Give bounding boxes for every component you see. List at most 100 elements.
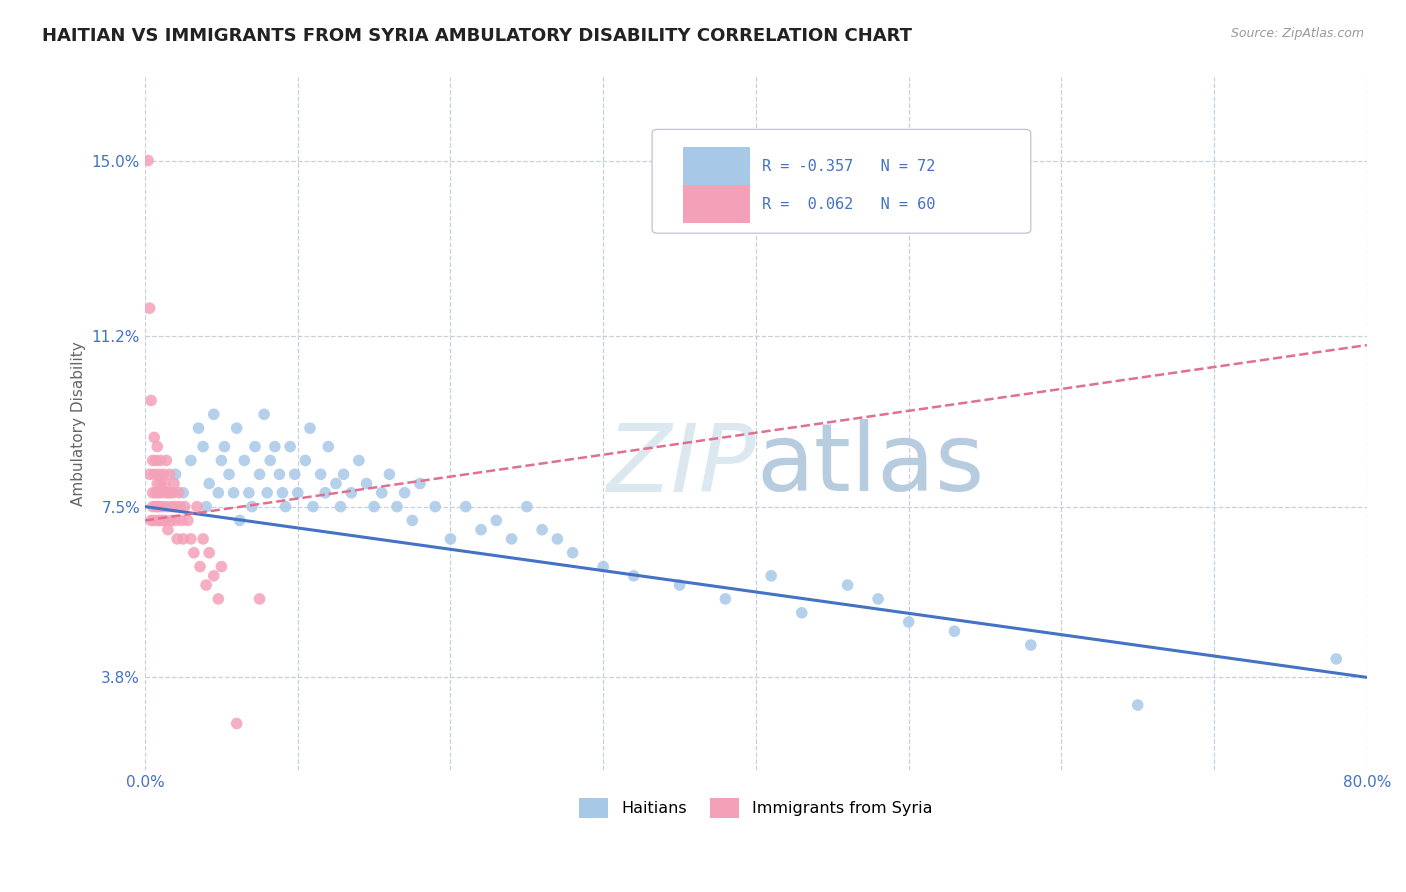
- Point: [233, 453, 256, 467]
- Point: [238, 485, 260, 500]
- Point: [191, 532, 214, 546]
- Point: [170, 513, 193, 527]
- Point: [485, 513, 508, 527]
- Point: [159, 485, 181, 500]
- Point: [256, 485, 278, 500]
- FancyBboxPatch shape: [652, 129, 1031, 233]
- Point: [160, 513, 183, 527]
- Point: [454, 500, 477, 514]
- Point: [287, 485, 309, 500]
- Point: [314, 485, 336, 500]
- Point: [142, 453, 165, 467]
- Point: [790, 606, 813, 620]
- Point: [1324, 652, 1347, 666]
- Point: [218, 467, 240, 482]
- Point: [356, 476, 378, 491]
- Point: [561, 546, 583, 560]
- Bar: [683, 185, 749, 223]
- Point: [531, 523, 554, 537]
- Point: [162, 500, 184, 514]
- Point: [138, 301, 160, 315]
- Point: [166, 532, 188, 546]
- Point: [167, 485, 190, 500]
- Point: [897, 615, 920, 629]
- Point: [177, 513, 200, 527]
- Text: R = -0.357   N = 72: R = -0.357 N = 72: [762, 159, 935, 174]
- Point: [761, 569, 783, 583]
- Legend: Haitians, Immigrants from Syria: Haitians, Immigrants from Syria: [574, 792, 939, 824]
- Point: [668, 578, 690, 592]
- Point: [240, 500, 263, 514]
- Point: [249, 467, 271, 482]
- Point: [1126, 698, 1149, 712]
- Point: [263, 440, 285, 454]
- Point: [332, 467, 354, 482]
- Point: [156, 500, 179, 514]
- Point: [136, 153, 159, 168]
- Point: [150, 513, 173, 527]
- Point: [269, 467, 291, 482]
- Point: [186, 500, 208, 514]
- Point: [191, 440, 214, 454]
- Text: R =  0.062   N = 60: R = 0.062 N = 60: [762, 196, 935, 211]
- Point: [347, 453, 370, 467]
- Point: [180, 532, 202, 546]
- Point: [169, 500, 191, 514]
- Point: [207, 591, 229, 606]
- Text: Source: ZipAtlas.com: Source: ZipAtlas.com: [1230, 27, 1364, 40]
- Point: [139, 393, 162, 408]
- Point: [401, 513, 423, 527]
- Point: [146, 500, 169, 514]
- Point: [378, 467, 401, 482]
- Point: [302, 500, 325, 514]
- Point: [195, 500, 218, 514]
- Point: [207, 485, 229, 500]
- Point: [439, 532, 461, 546]
- Point: [159, 467, 181, 482]
- Point: [162, 485, 184, 500]
- Point: [143, 513, 166, 527]
- Point: [156, 523, 179, 537]
- Point: [146, 440, 169, 454]
- Point: [274, 500, 297, 514]
- Point: [180, 453, 202, 467]
- Point: [163, 476, 186, 491]
- Point: [214, 440, 236, 454]
- Point: [253, 407, 276, 421]
- Text: ZIP: ZIP: [606, 419, 756, 510]
- Point: [142, 485, 165, 500]
- Point: [225, 716, 247, 731]
- Point: [165, 467, 187, 482]
- Point: [145, 453, 167, 467]
- Point: [149, 500, 172, 514]
- Point: [294, 453, 316, 467]
- Point: [143, 430, 166, 444]
- Text: atlas: atlas: [756, 419, 984, 511]
- Point: [148, 467, 170, 482]
- Point: [943, 624, 966, 639]
- Point: [153, 513, 176, 527]
- Point: [1019, 638, 1042, 652]
- Point: [371, 485, 394, 500]
- Point: [837, 578, 859, 592]
- Point: [209, 453, 232, 467]
- Point: [148, 513, 170, 527]
- Point: [340, 485, 363, 500]
- Point: [243, 440, 266, 454]
- Point: [316, 440, 339, 454]
- Point: [165, 500, 187, 514]
- Point: [271, 485, 294, 500]
- Point: [394, 485, 416, 500]
- Point: [198, 546, 221, 560]
- Point: [284, 467, 307, 482]
- Point: [714, 591, 737, 606]
- Point: [409, 476, 432, 491]
- Point: [198, 476, 221, 491]
- Point: [155, 453, 177, 467]
- Point: [152, 500, 174, 514]
- Point: [278, 440, 301, 454]
- Point: [165, 513, 187, 527]
- Y-axis label: Ambulatory Disability: Ambulatory Disability: [72, 341, 86, 506]
- Text: HAITIAN VS IMMIGRANTS FROM SYRIA AMBULATORY DISABILITY CORRELATION CHART: HAITIAN VS IMMIGRANTS FROM SYRIA AMBULAT…: [42, 27, 912, 45]
- Point: [152, 467, 174, 482]
